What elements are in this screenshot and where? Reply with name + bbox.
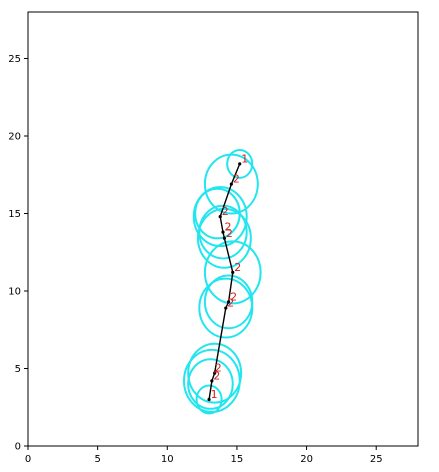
circle-mark-3	[187, 342, 243, 404]
circle-mark-9	[192, 186, 248, 248]
circles-layer	[183, 148, 262, 415]
plot-frame	[27, 11, 419, 447]
circle-mark-10	[194, 187, 241, 240]
path-point-2	[213, 371, 217, 375]
point-label-0: 1	[211, 388, 218, 401]
x-tick-label-0: 0	[25, 454, 31, 465]
point-label-5: 2	[234, 261, 241, 274]
path-point-9	[229, 182, 233, 186]
path-point-10	[238, 162, 242, 166]
circle-mark-6	[203, 240, 262, 305]
path-point-4	[226, 300, 231, 304]
circle-mark-12	[226, 148, 254, 179]
point-label-6: 2	[226, 227, 233, 240]
x-tick-label-1: 5	[94, 454, 100, 465]
point-label-9: 2	[233, 173, 240, 186]
path-point-8	[218, 215, 222, 219]
y-tick-label-4: 20	[8, 132, 21, 143]
circle-mark-0	[195, 384, 223, 415]
circle-mark-7	[196, 207, 252, 269]
path-point-7	[221, 230, 225, 234]
y-tick-label-1: 5	[15, 364, 21, 375]
y-tick-label-0: 0	[15, 442, 21, 453]
y-tick-label-3: 15	[8, 209, 21, 220]
path-point-5	[231, 270, 235, 274]
point-label-3: 2	[227, 297, 234, 310]
point-label-4: 2	[230, 290, 237, 303]
point-label-10: 1	[241, 152, 248, 165]
y-axis-ticks: 0 5 10 15 20 25	[8, 54, 28, 453]
point-label-7: 2	[225, 221, 232, 234]
point-label-8: 2	[222, 205, 229, 218]
y-tick-label-5: 25	[8, 54, 21, 65]
path-point-1	[210, 379, 214, 383]
point-label-1: 2	[213, 369, 220, 382]
x-tick-label-5: 25	[370, 454, 383, 465]
point-label-2: 2	[215, 362, 222, 375]
x-tick-label-3: 15	[231, 454, 244, 465]
circle-mark-2	[187, 358, 234, 410]
path-point-0	[207, 397, 211, 402]
path-point-6	[222, 236, 226, 240]
path-layer	[207, 162, 242, 402]
x-tick-label-2: 10	[161, 454, 174, 465]
circle-mark-5	[203, 274, 254, 330]
x-tick-label-4: 20	[300, 454, 313, 465]
circle-mark-8	[198, 204, 248, 260]
x-axis-ticks: 0 5 10 15 20 25	[25, 446, 383, 465]
y-tick-label-2: 10	[8, 287, 21, 298]
path-point-3	[224, 306, 228, 310]
